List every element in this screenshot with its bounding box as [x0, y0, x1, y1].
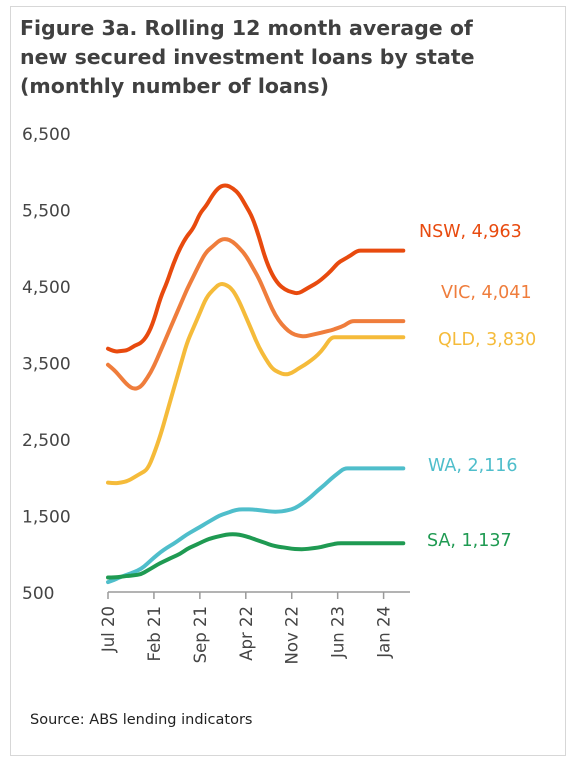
chart-title: Figure 3a. Rolling 12 month average of n…: [20, 14, 540, 101]
x-tick-label: Apr 22: [237, 606, 256, 661]
x-tick-label: Sep 21: [191, 606, 210, 663]
y-tick-label: 4,500: [22, 278, 71, 298]
series-line-qld: [106, 282, 406, 486]
x-tick-label: Jul 20: [99, 606, 118, 653]
series-line-sa: [106, 532, 406, 580]
source-note: Source: ABS lending indicators: [30, 712, 253, 728]
series-label-qld: QLD, 3,830: [438, 330, 536, 350]
series-line-nsw: [106, 183, 406, 354]
series-line-wa: [106, 466, 406, 585]
chart-title-line-2: new secured investment loans by state: [20, 45, 475, 69]
series-label-nsw: NSW, 4,963: [419, 222, 522, 242]
x-tick-label: Feb 21: [145, 606, 164, 661]
x-tick-label: Jun 23: [329, 606, 348, 659]
y-tick-label: 5,500: [22, 202, 71, 222]
series-line-vic: [106, 237, 406, 391]
y-tick-label: 1,500: [22, 508, 71, 528]
x-tick-label: Nov 22: [283, 606, 302, 664]
y-tick-label: 500: [22, 584, 54, 604]
series-label-wa: WA, 2,116: [428, 456, 518, 476]
y-tick-label: 2,500: [22, 431, 71, 451]
series-label-sa: SA, 1,137: [427, 531, 512, 551]
chart-title-line-3: (monthly number of loans): [20, 74, 329, 98]
y-tick-label: 6,500: [22, 125, 71, 145]
figure-frame: [10, 6, 566, 756]
chart-title-line-1: Figure 3a. Rolling 12 month average of: [20, 16, 473, 40]
x-tick-label: Jan 24: [375, 606, 394, 659]
y-tick-label: 3,500: [22, 355, 71, 375]
series-label-vic: VIC, 4,041: [441, 283, 532, 303]
